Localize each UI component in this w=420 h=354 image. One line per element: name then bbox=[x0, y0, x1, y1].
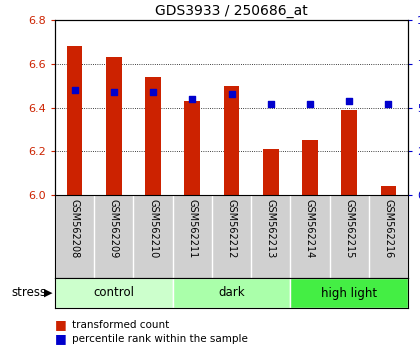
Bar bbox=[55, 278, 173, 308]
Text: dark: dark bbox=[218, 286, 245, 299]
Text: high light: high light bbox=[321, 286, 377, 299]
Text: transformed count: transformed count bbox=[72, 320, 169, 330]
Point bbox=[71, 87, 78, 93]
Text: GSM562209: GSM562209 bbox=[109, 199, 119, 258]
Bar bbox=[263, 149, 278, 195]
Text: GSM562213: GSM562213 bbox=[266, 199, 276, 258]
Text: GSM562214: GSM562214 bbox=[305, 199, 315, 258]
Bar bbox=[67, 46, 82, 195]
Point bbox=[228, 91, 235, 96]
Point bbox=[110, 89, 117, 95]
Point bbox=[307, 101, 313, 107]
Text: GSM562212: GSM562212 bbox=[226, 199, 236, 258]
Text: GSM562208: GSM562208 bbox=[70, 199, 80, 258]
Bar bbox=[184, 101, 200, 195]
Text: ▶: ▶ bbox=[45, 288, 53, 298]
Text: GSM562215: GSM562215 bbox=[344, 199, 354, 258]
Text: ■: ■ bbox=[55, 319, 67, 331]
Bar bbox=[224, 86, 239, 195]
Point bbox=[150, 89, 156, 95]
Point bbox=[189, 96, 196, 102]
Title: GDS3933 / 250686_at: GDS3933 / 250686_at bbox=[155, 4, 308, 18]
Bar bbox=[302, 140, 318, 195]
Text: control: control bbox=[93, 286, 134, 299]
Text: ■: ■ bbox=[55, 332, 67, 346]
Point bbox=[385, 101, 392, 107]
Point bbox=[346, 98, 352, 103]
Text: percentile rank within the sample: percentile rank within the sample bbox=[72, 334, 248, 344]
Text: GSM562210: GSM562210 bbox=[148, 199, 158, 258]
Bar bbox=[290, 278, 408, 308]
Text: stress: stress bbox=[11, 286, 47, 299]
Bar bbox=[145, 77, 161, 195]
Bar bbox=[173, 278, 290, 308]
Text: GSM562211: GSM562211 bbox=[187, 199, 197, 258]
Bar bbox=[106, 57, 122, 195]
Bar bbox=[381, 186, 396, 195]
Text: GSM562216: GSM562216 bbox=[383, 199, 394, 258]
Bar bbox=[341, 110, 357, 195]
Point bbox=[268, 101, 274, 107]
